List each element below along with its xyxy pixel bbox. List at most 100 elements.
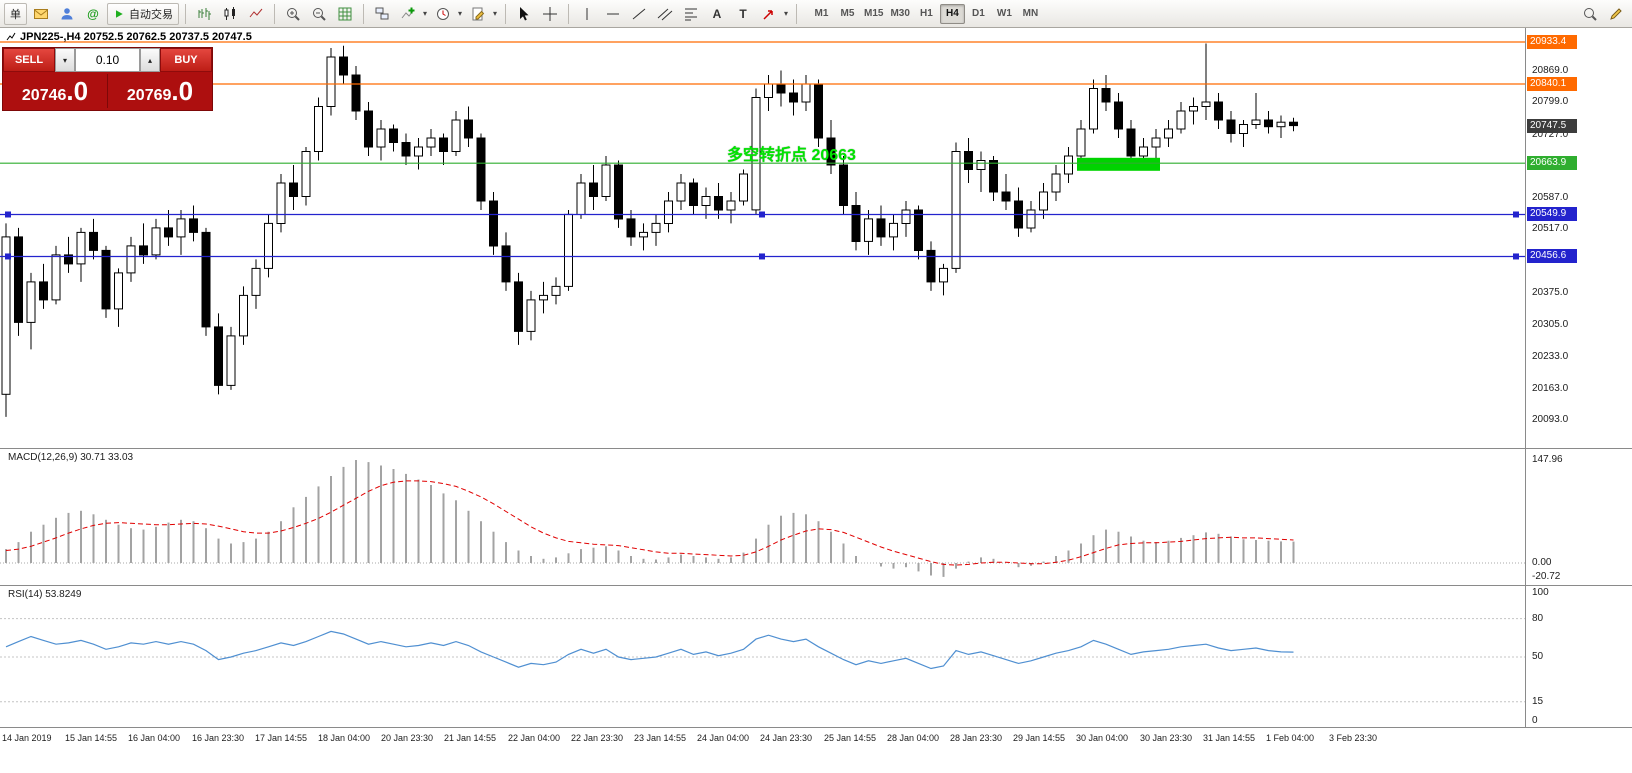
line-handle[interactable] bbox=[5, 211, 11, 218]
candle-bull bbox=[739, 173, 748, 202]
chart-symbol-icon bbox=[6, 32, 16, 41]
account-icon[interactable] bbox=[55, 2, 79, 26]
panel-separator[interactable] bbox=[0, 448, 1632, 449]
candle-bull bbox=[651, 222, 661, 233]
bar-chart-icon[interactable] bbox=[192, 2, 216, 26]
candle-bear bbox=[1226, 119, 1236, 134]
grid-icon[interactable] bbox=[333, 2, 357, 26]
periods-clock-icon[interactable] bbox=[431, 2, 455, 26]
mail-icon[interactable] bbox=[29, 2, 53, 26]
rsi-indicator-panel[interactable] bbox=[0, 585, 1525, 727]
periods-dropdown-icon[interactable]: ▾ bbox=[457, 9, 462, 18]
horizontal-line-tool-icon[interactable] bbox=[601, 2, 625, 26]
indicators-icon[interactable] bbox=[396, 2, 420, 26]
vertical-line-tool-icon[interactable] bbox=[575, 2, 599, 26]
buy-price[interactable]: 20769 .0 bbox=[108, 76, 212, 106]
candle-bull bbox=[1051, 173, 1061, 193]
label-tool-icon[interactable]: T bbox=[731, 2, 755, 26]
shapes-tool-icon[interactable] bbox=[757, 2, 781, 26]
candle-bear bbox=[389, 128, 398, 143]
trendline-tool-icon[interactable] bbox=[627, 2, 651, 26]
level-price-badge: 20549.9 bbox=[1527, 207, 1577, 221]
channel-tool-icon[interactable] bbox=[653, 2, 677, 26]
separator bbox=[796, 3, 797, 24]
candle-bull bbox=[1089, 88, 1098, 130]
sell-button[interactable]: SELL bbox=[3, 48, 55, 72]
highlight-rectangle[interactable] bbox=[1077, 157, 1160, 171]
candle-bear bbox=[489, 200, 498, 247]
time-axis-label: 16 Jan 04:00 bbox=[128, 733, 181, 743]
candle-bull bbox=[1039, 191, 1048, 211]
candle-bull bbox=[539, 294, 548, 301]
trade-controls-row: SELL ▾ ▴ BUY bbox=[3, 48, 212, 72]
play-icon bbox=[116, 9, 123, 18]
timeframe-m5[interactable]: M5 bbox=[835, 4, 860, 24]
candle-bull bbox=[151, 227, 161, 256]
edit-pencil-icon[interactable] bbox=[1604, 2, 1628, 26]
price-axis-label: 20727.0 bbox=[1532, 129, 1569, 140]
text-tool-icon[interactable]: A bbox=[705, 2, 729, 26]
candle-bull bbox=[889, 222, 898, 238]
line-handle[interactable] bbox=[759, 253, 765, 260]
panel-separator[interactable] bbox=[0, 585, 1632, 586]
line-handle[interactable] bbox=[1513, 253, 1519, 260]
zoom-out-icon[interactable] bbox=[307, 2, 331, 26]
shapes-dropdown-icon[interactable]: ▾ bbox=[783, 9, 788, 18]
candle-bull bbox=[801, 83, 811, 103]
timeframe-m30[interactable]: M30 bbox=[887, 4, 912, 24]
volume-decrease-button[interactable]: ▾ bbox=[55, 48, 75, 72]
buy-button[interactable]: BUY bbox=[160, 48, 212, 72]
new-order-button[interactable]: 单 bbox=[4, 2, 27, 25]
candle-bear bbox=[89, 231, 98, 251]
rsi-axis-label: 50 bbox=[1532, 651, 1544, 662]
fibonacci-tool-icon[interactable] bbox=[679, 2, 703, 26]
timeframe-d1[interactable]: D1 bbox=[966, 4, 991, 24]
separator bbox=[505, 3, 506, 24]
turning-point-annotation[interactable]: 多空转折点 20663 bbox=[727, 147, 856, 164]
price-scale[interactable]: 20869.0 20799.0 20727.0 20587.0 20517.0 20375… bbox=[1525, 28, 1632, 727]
community-icon[interactable]: @ bbox=[81, 2, 105, 26]
time-axis-label: 15 Jan 14:55 bbox=[65, 733, 118, 743]
candle-bear bbox=[814, 83, 823, 139]
price-chart[interactable] bbox=[0, 28, 1525, 448]
line-handle[interactable] bbox=[5, 253, 11, 260]
macd-indicator-panel[interactable] bbox=[0, 448, 1525, 585]
line-handle[interactable] bbox=[759, 211, 765, 218]
candle-bull bbox=[301, 151, 311, 197]
buy-price-frac: .0 bbox=[171, 76, 194, 106]
candle-bull bbox=[264, 222, 273, 269]
tile-windows-icon[interactable] bbox=[370, 2, 394, 26]
candle-bull bbox=[864, 218, 873, 242]
line-handle[interactable] bbox=[1513, 211, 1519, 218]
price-axis-label: 20799.0 bbox=[1532, 96, 1569, 107]
time-axis-label: 24 Jan 04:00 bbox=[697, 733, 750, 743]
candle-bear bbox=[514, 281, 523, 332]
candle-bear bbox=[214, 326, 223, 386]
time-scale[interactable]: 14 Jan 2019 15 Jan 14:55 16 Jan 04:00 16 Ja… bbox=[0, 727, 1632, 773]
candle-bull bbox=[939, 267, 948, 283]
candle-bull bbox=[751, 97, 761, 211]
templates-icon[interactable] bbox=[466, 2, 490, 26]
indicators-dropdown-icon[interactable]: ▾ bbox=[422, 9, 427, 18]
search-icon[interactable] bbox=[1578, 2, 1602, 26]
cursor-icon[interactable] bbox=[512, 2, 536, 26]
candle-bull bbox=[1, 236, 11, 395]
crosshair-icon[interactable] bbox=[538, 2, 562, 26]
candle-bear bbox=[589, 182, 598, 197]
timeframe-h4[interactable]: H4 bbox=[939, 3, 965, 24]
volume-increase-button[interactable]: ▴ bbox=[140, 48, 160, 72]
sell-price[interactable]: 20746 .0 bbox=[3, 76, 107, 106]
timeframe-mn[interactable]: MN bbox=[1018, 4, 1043, 24]
timeframe-m1[interactable]: M1 bbox=[809, 4, 834, 24]
candle-bear bbox=[1114, 101, 1123, 130]
zoom-in-icon[interactable] bbox=[281, 2, 305, 26]
candle-bull bbox=[126, 245, 136, 274]
candlestick-chart-icon[interactable] bbox=[218, 2, 242, 26]
line-chart-icon[interactable] bbox=[244, 2, 268, 26]
timeframe-m15[interactable]: M15 bbox=[861, 4, 886, 24]
timeframe-h1[interactable]: H1 bbox=[914, 4, 939, 24]
volume-input[interactable] bbox=[75, 48, 140, 72]
auto-trading-button[interactable]: 自动交易 bbox=[107, 2, 179, 25]
timeframe-w1[interactable]: W1 bbox=[992, 4, 1017, 24]
templates-dropdown-icon[interactable]: ▾ bbox=[492, 9, 497, 18]
